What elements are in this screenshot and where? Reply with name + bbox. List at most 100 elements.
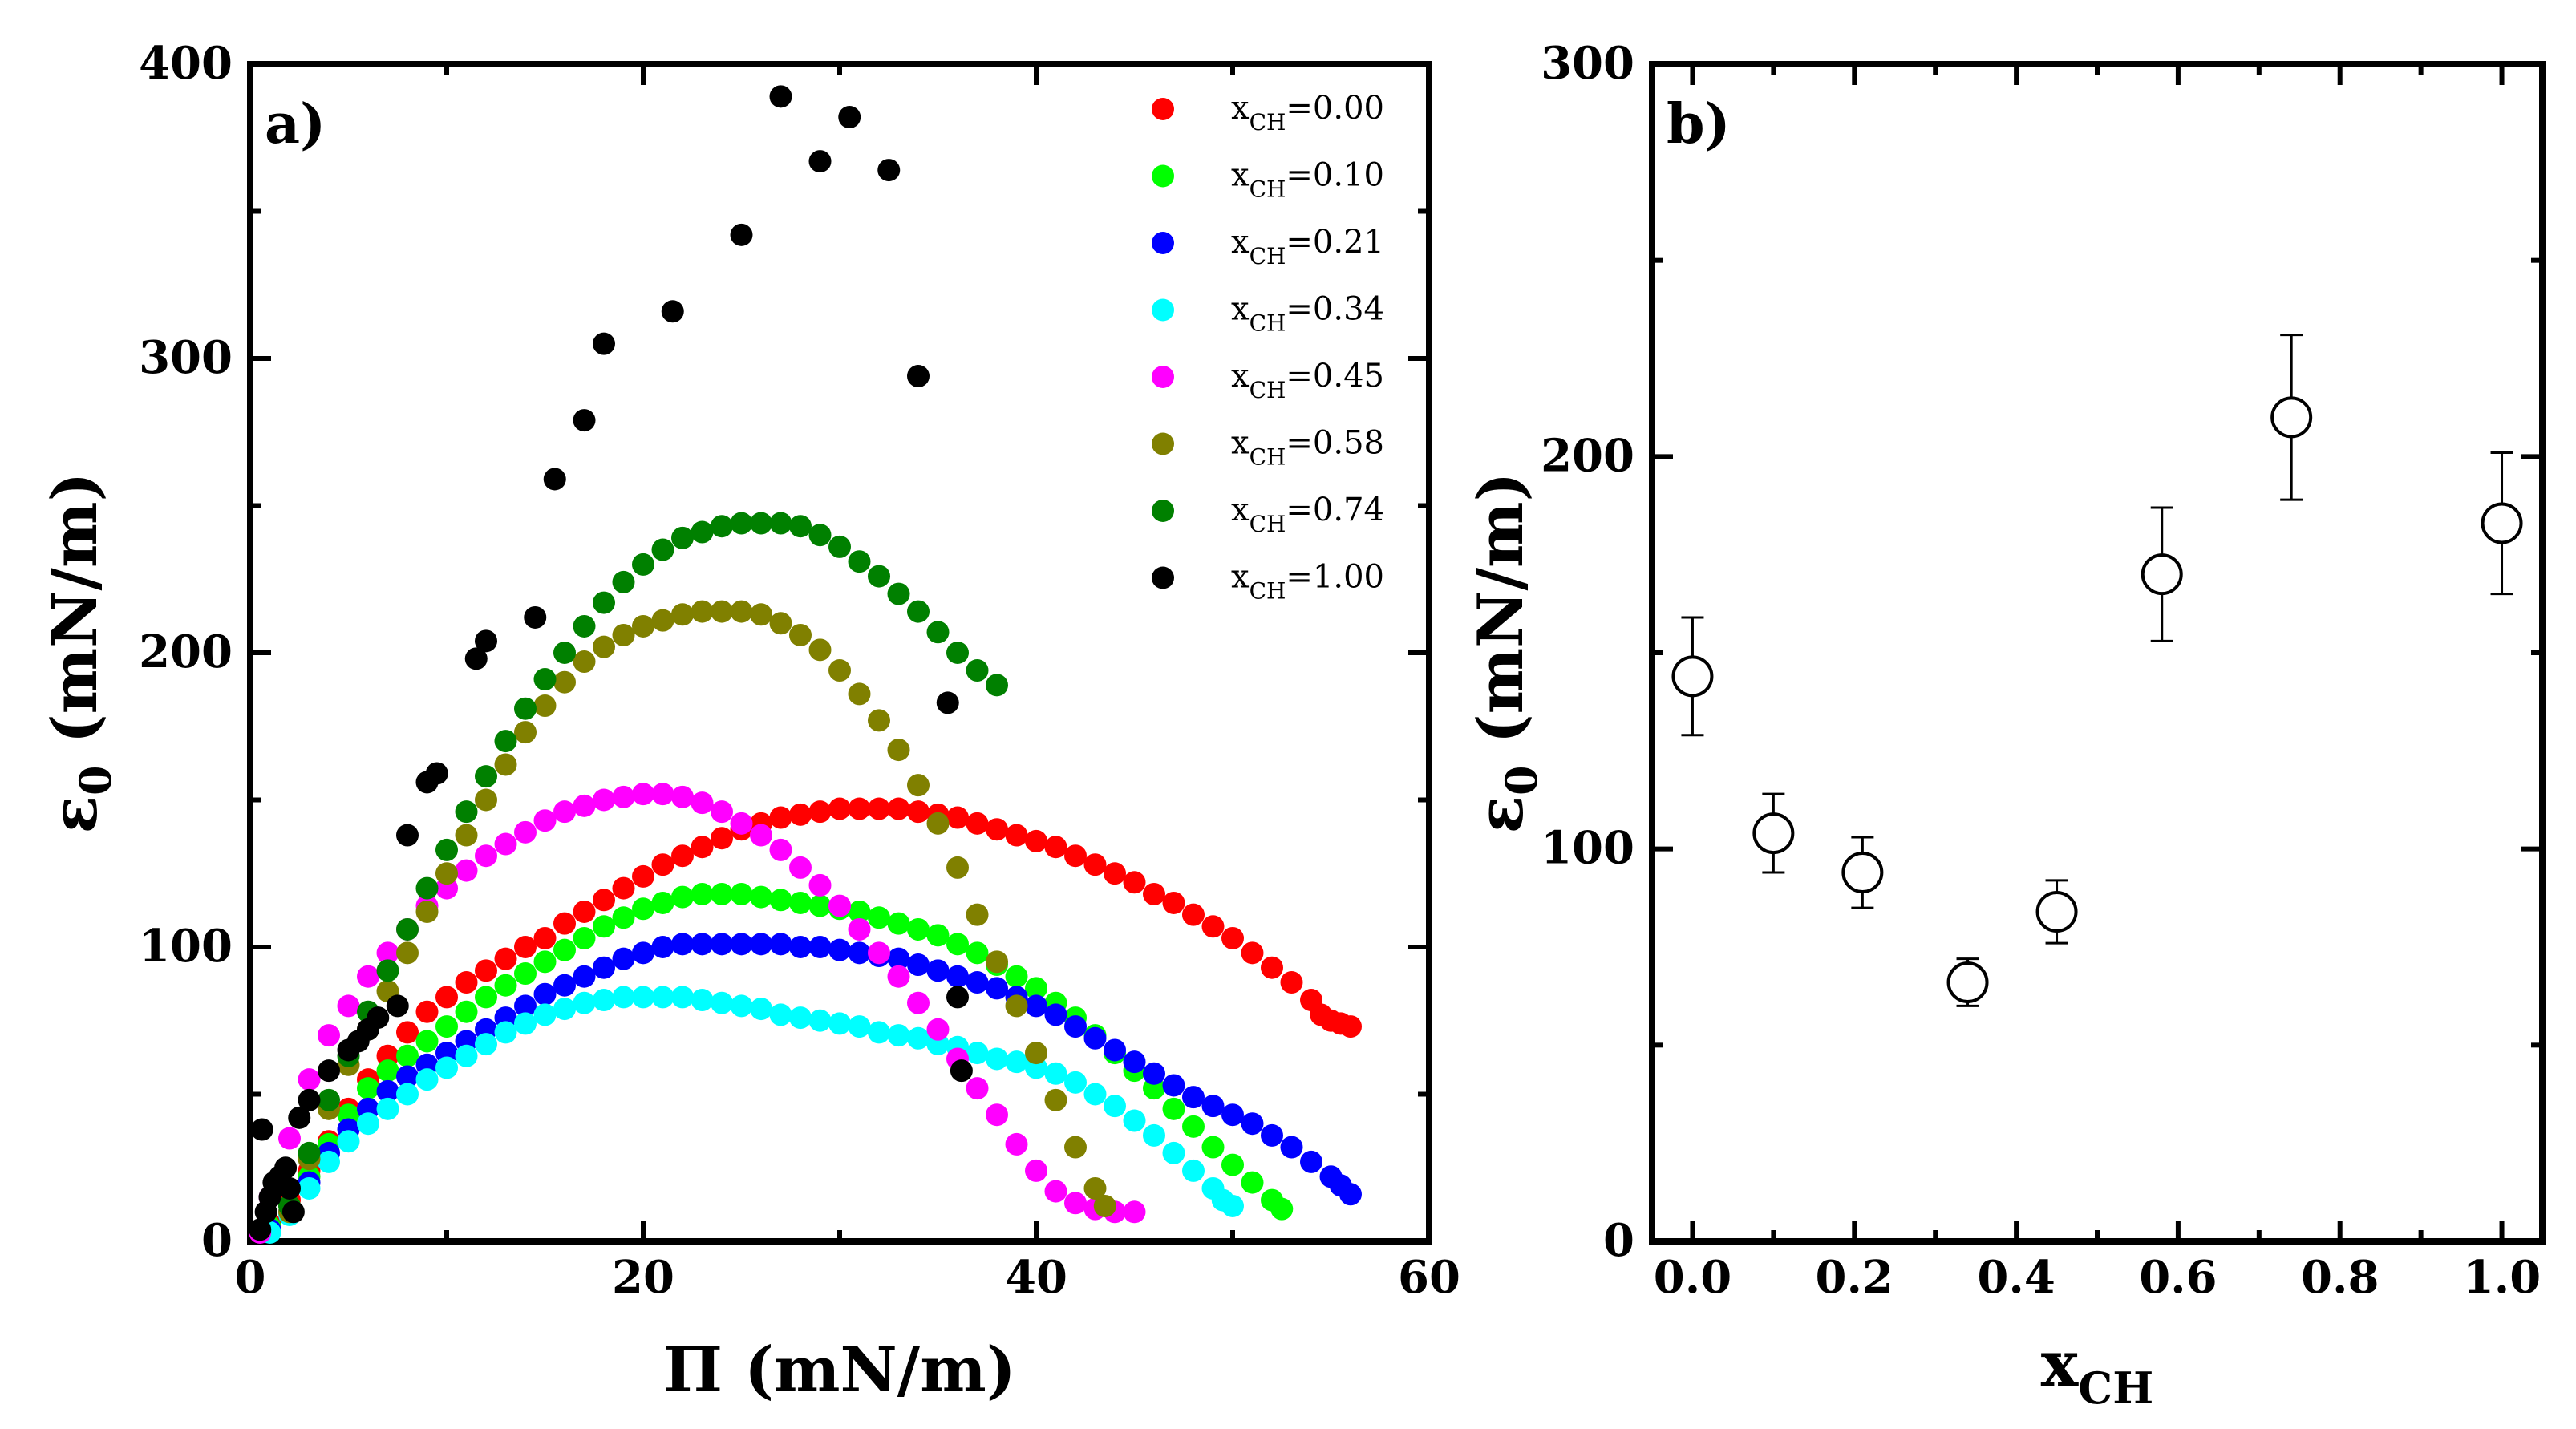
data-point: [494, 832, 517, 856]
legend-item: xCH=0.21: [1152, 224, 1384, 269]
data-point: [671, 986, 694, 1009]
data-point: [1221, 1153, 1244, 1176]
data-point: [278, 1176, 301, 1200]
data-point: [848, 682, 871, 706]
data-point-group: [1752, 792, 1795, 874]
y-tick-label: 0: [1603, 1214, 1634, 1267]
data-point: [593, 915, 615, 938]
data-point: [1123, 1050, 1146, 1074]
data-point: [750, 998, 772, 1021]
y-tick-label: 200: [139, 625, 233, 678]
data-point: [750, 824, 772, 847]
data-point: [553, 974, 576, 997]
data-point: [612, 906, 635, 929]
data-point: [396, 1083, 419, 1106]
data-point: [494, 753, 517, 776]
data-point: [475, 629, 497, 653]
data-point: [1752, 812, 1795, 855]
legend-item: xCH=1.00: [1152, 559, 1384, 605]
data-point: [1064, 1192, 1087, 1215]
data-point: [1093, 1194, 1116, 1217]
data-point: [966, 659, 989, 682]
data-point: [593, 635, 615, 658]
data-point: [828, 535, 851, 558]
data-point: [691, 791, 714, 815]
y-axis-subscript: 0: [70, 765, 121, 795]
data-point: [533, 926, 557, 949]
y-tick-label: 200: [1541, 429, 1634, 482]
data-point: [730, 512, 753, 535]
data-point: [1182, 1159, 1205, 1182]
data-point: [435, 1015, 458, 1038]
data-point: [612, 876, 635, 900]
data-point: [281, 1200, 305, 1224]
panel-a-tick-labels: 0 20 40 60 0 100 200 300 400: [139, 37, 1460, 1304]
data-point: [1025, 1042, 1047, 1065]
data-point: [553, 642, 576, 664]
data-point: [828, 894, 851, 917]
data-point: [337, 1130, 360, 1153]
data-point: [868, 906, 890, 929]
data-point: [887, 1024, 910, 1047]
data-point: [828, 797, 851, 820]
data-point: [415, 1030, 439, 1053]
y-tick-label: 0: [201, 1214, 233, 1267]
data-point: [632, 864, 654, 888]
data-point: [1104, 862, 1126, 885]
legend-item: xCH=0.10: [1152, 157, 1384, 203]
data-point: [376, 959, 399, 982]
data-point: [808, 150, 832, 173]
data-point: [475, 844, 497, 868]
data-point: [750, 885, 772, 909]
data-point: [1025, 977, 1047, 1000]
data-point: [1044, 1088, 1067, 1111]
data-point: [1162, 1074, 1185, 1097]
legend-marker: [1152, 232, 1174, 254]
data-point: [1083, 1176, 1107, 1200]
data-point: [415, 900, 439, 923]
legend-item: xCH=0.34: [1152, 291, 1384, 337]
data-point: [730, 882, 753, 905]
data-point: [808, 800, 832, 824]
data-point: [808, 873, 832, 897]
data-point-group: [2035, 879, 2078, 945]
data-point: [514, 820, 537, 844]
data-point: [651, 986, 674, 1009]
data-point: [838, 106, 861, 129]
data-point: [986, 1103, 1008, 1127]
panel-a-data-points: [249, 85, 1362, 1244]
panel-b-data-points: [1671, 334, 2523, 1007]
data-point: [632, 897, 654, 921]
data-point: [671, 933, 694, 956]
data-point: [789, 891, 812, 914]
data-point: [553, 938, 576, 961]
data-point: [907, 917, 930, 941]
data-point: [553, 912, 576, 935]
data-point: [318, 1088, 340, 1111]
legend-label: xCH=0.10: [1231, 157, 1384, 203]
legend-label: xCH=0.58: [1231, 425, 1384, 471]
data-point: [593, 788, 615, 812]
y-tick-label: 100: [139, 920, 233, 973]
data-point: [986, 674, 1008, 697]
data-point: [612, 570, 635, 593]
x-axis-symbol: x: [2041, 1328, 2080, 1401]
data-point: [1064, 1071, 1087, 1094]
data-point: [415, 1000, 439, 1023]
data-point: [298, 1176, 321, 1200]
data-point: [661, 300, 684, 323]
data-point: [514, 697, 537, 720]
data-point: [533, 950, 557, 974]
data-point: [514, 1012, 537, 1035]
data-point: [789, 1006, 812, 1030]
data-point: [1339, 1015, 1362, 1038]
data-point: [789, 623, 812, 646]
data-point: [288, 1106, 311, 1129]
data-point: [1143, 1123, 1165, 1147]
data-point: [887, 912, 910, 935]
data-point: [573, 409, 596, 432]
data-point: [926, 621, 950, 644]
data-point: [808, 894, 832, 917]
